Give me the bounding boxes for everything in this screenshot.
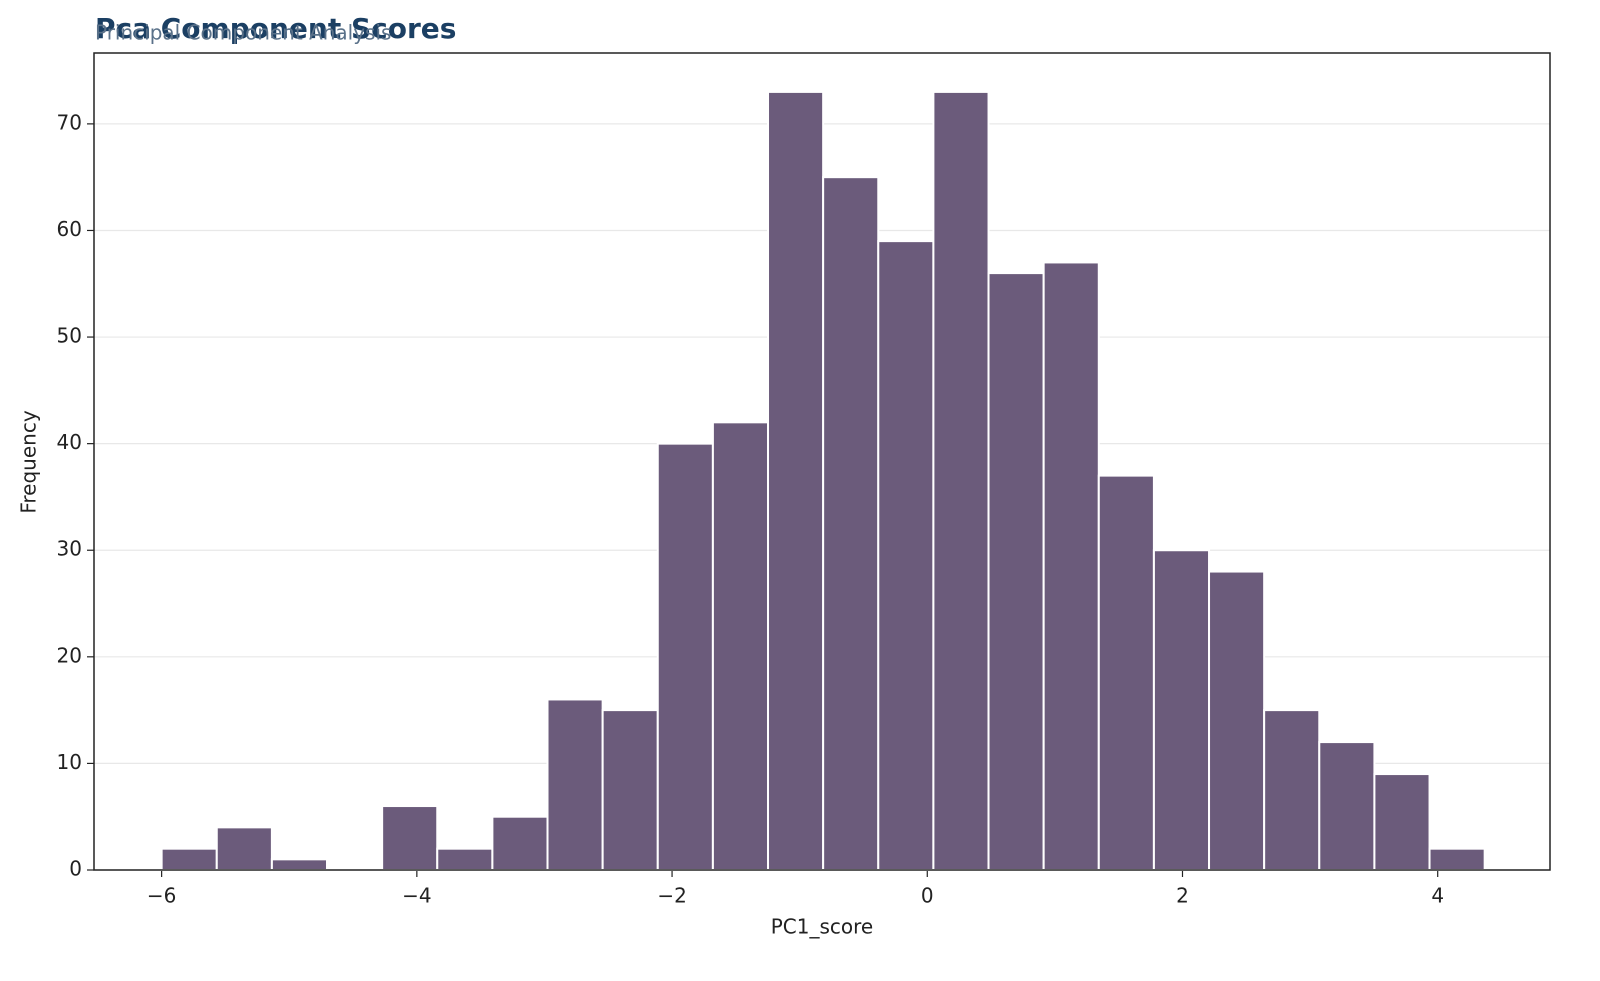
chart-subtitle: Principal Component Analysis [95,21,391,45]
x-axis-label: PC1_score [771,915,874,939]
x-tick-label: 4 [1431,884,1444,908]
bar [1318,741,1376,871]
bar [1263,709,1321,872]
bar [381,805,439,872]
x-tick-label: −4 [402,884,431,908]
bar [1373,773,1431,871]
x-tick-label: −6 [147,884,176,908]
bar [546,698,604,871]
x-tick-label: −2 [657,884,686,908]
bar [160,847,218,871]
y-tick-label: 50 [57,324,82,348]
y-axis-label: Frequency [17,410,41,513]
bar [822,176,880,871]
y-tick-label: 70 [57,110,82,134]
chart-title: Pca Component Scores [95,12,456,45]
bar [270,858,329,872]
y-tick-label: 20 [57,643,82,667]
bar [987,272,1045,871]
y-tick-label: 10 [57,750,82,774]
bar [656,442,714,871]
y-tick-label: 60 [57,217,82,241]
x-tick-label: 0 [921,884,934,908]
bar [215,826,273,871]
bar [1152,549,1211,872]
y-tick-label: 40 [57,430,82,454]
y-tick-label: 0 [69,857,82,881]
bar [1208,570,1266,871]
y-tick-label: 30 [57,537,82,561]
bar [436,847,494,871]
plot-frame [93,52,1551,871]
bar [711,421,770,871]
x-tick-label: 2 [1176,884,1189,908]
bar [1428,847,1486,871]
bar [932,90,990,871]
bar [1042,261,1100,872]
bar [767,90,825,871]
bar [601,709,659,872]
bar [491,815,549,872]
bar [877,240,935,872]
bar [1097,474,1155,871]
